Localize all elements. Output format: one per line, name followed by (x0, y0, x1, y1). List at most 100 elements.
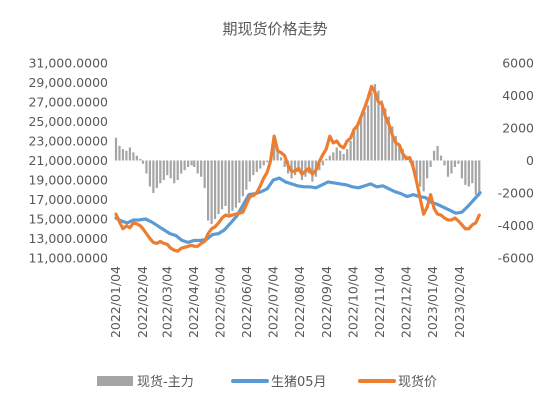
x-tick-label: 2023/02/04 (452, 266, 467, 338)
basis-bar (234, 160, 238, 208)
x-tick-label: 2022/05/04 (212, 266, 227, 338)
basis-bar (169, 160, 172, 179)
basis-bar (380, 100, 384, 161)
basis-bar (321, 160, 324, 166)
right-tick-label: 2000 (502, 121, 534, 136)
basis-bar (439, 155, 443, 161)
basis-bar (370, 92, 373, 161)
left-axis-ticks: 11,000.0000 13,000.0000 15,000.0000 17,000.… (28, 56, 108, 266)
basis-bar (443, 160, 446, 166)
basis-bar (356, 123, 359, 161)
basis-bar (325, 158, 328, 161)
basis-bar (207, 160, 210, 221)
basis-bar (190, 160, 193, 166)
basis-bar (252, 160, 255, 176)
basis-bar (125, 150, 128, 161)
basis-bar (141, 160, 145, 164)
basis-bar (159, 160, 162, 184)
basis-bar (180, 160, 183, 174)
basis-bar (262, 160, 265, 166)
basis-bar (259, 160, 262, 169)
basis-bar (155, 160, 158, 189)
x-tick-label: 2022/06/04 (239, 266, 254, 338)
basis-bar (446, 160, 450, 177)
basis-bar (203, 160, 206, 189)
basis-bar (387, 116, 390, 161)
basis-bar (152, 160, 155, 193)
basis-bar (187, 160, 190, 167)
basis-bar (220, 160, 224, 210)
x-tick-label: 2022/09/04 (319, 266, 334, 338)
x-axis-ticks: 2022/01/04 2022/02/04 2022/03/04 2022/04/04… (108, 266, 467, 338)
x-tick-label: 2022/07/04 (265, 266, 280, 338)
basis-bar (359, 116, 363, 161)
basis-bar (148, 160, 151, 187)
basis-bar (391, 126, 394, 161)
basis-bar (394, 136, 397, 161)
basis-bar (176, 160, 179, 180)
basis-bar (384, 108, 387, 161)
basis-bar (255, 160, 258, 172)
x-tick-label: 2022/12/04 (398, 266, 413, 338)
left-tick-label: 23,000.0000 (28, 134, 108, 149)
x-tick-label: 2022/02/04 (135, 266, 150, 338)
basis-bar (280, 157, 283, 161)
basis-bar (200, 160, 203, 177)
basis-bar (273, 141, 276, 161)
basis-bars (114, 84, 481, 224)
basis-bar (300, 160, 304, 180)
legend-label-futures: 生猪05月 (271, 375, 327, 390)
x-tick-label: 2022/03/04 (159, 266, 174, 338)
basis-bar (139, 158, 142, 161)
basis-bar (471, 160, 474, 184)
basis-bar (128, 147, 131, 161)
basis-bar (213, 160, 217, 219)
basis-bar (248, 160, 251, 182)
left-tick-label: 21,000.0000 (28, 153, 108, 168)
basis-bar (342, 154, 345, 161)
right-tick-label: -6000 (498, 251, 534, 266)
basis-bar (114, 137, 118, 161)
basis-bar (373, 84, 377, 161)
basis-bar (231, 160, 234, 211)
basis-bar (436, 145, 439, 161)
basis-bar (398, 144, 401, 161)
basis-bar (460, 160, 463, 179)
x-tick-label: 2022/04/04 (186, 266, 201, 338)
basis-bar (474, 160, 477, 195)
right-tick-label: 4000 (502, 88, 534, 103)
basis-bar (353, 131, 356, 161)
left-tick-label: 25,000.0000 (28, 114, 108, 129)
x-tick-label: 2023/01/04 (425, 266, 440, 338)
basis-bar (366, 105, 370, 161)
basis-bar (196, 160, 199, 174)
x-tick-label: 2022/10/04 (345, 266, 360, 338)
right-tick-label: 6000 (502, 56, 534, 71)
basis-bar (415, 160, 418, 180)
left-tick-label: 29,000.0000 (28, 75, 108, 90)
x-tick-label: 2022/11/04 (372, 266, 387, 338)
basis-bar (183, 160, 186, 171)
basis-bar (193, 160, 196, 167)
left-tick-label: 19,000.0000 (28, 173, 108, 188)
basis-bar (132, 152, 135, 161)
x-tick-label: 2022/08/04 (292, 266, 307, 338)
basis-bar (245, 160, 248, 190)
legend: 现货-主力 生猪05月 现货价 (97, 374, 437, 390)
basis-bar (453, 160, 457, 167)
basis-bar (118, 145, 121, 161)
right-tick-label: 0 (526, 153, 534, 168)
basis-bar (457, 160, 460, 164)
basis-bar (429, 160, 432, 167)
legend-label-spot: 现货价 (398, 374, 437, 390)
basis-bar (478, 160, 481, 197)
left-tick-label: 13,000.0000 (28, 231, 108, 246)
basis-bar (422, 160, 425, 192)
basis-bar (349, 141, 352, 161)
right-tick-label: -4000 (498, 218, 534, 233)
legend-label-basis: 现货-主力 (137, 374, 194, 390)
basis-bar (227, 160, 231, 215)
basis-bar (332, 152, 335, 161)
basis-bar (464, 160, 467, 185)
